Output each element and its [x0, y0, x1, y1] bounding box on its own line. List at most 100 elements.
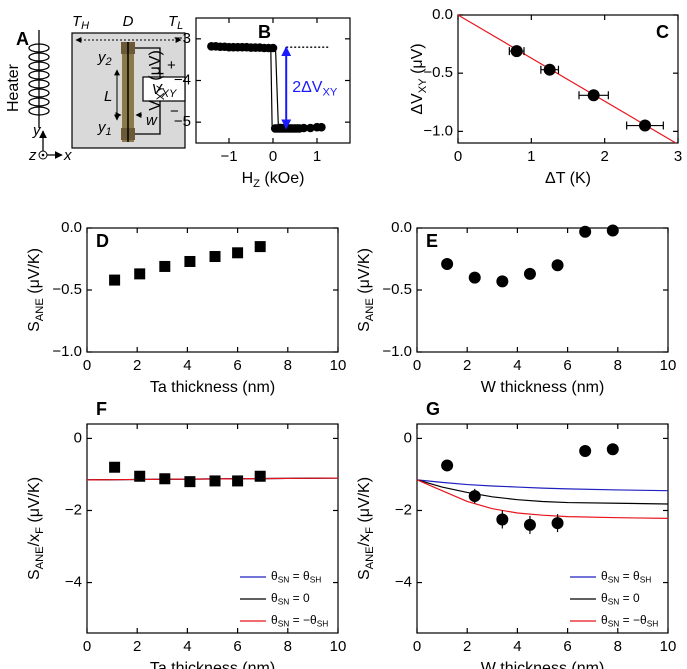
- marker: [159, 473, 171, 485]
- marker: [468, 490, 481, 503]
- label-part: XY: [155, 85, 167, 100]
- x-tick-label: 0: [413, 357, 421, 374]
- label-part: = θ: [619, 569, 640, 583]
- plot-frame: [416, 423, 669, 634]
- x-tick-label: 4: [513, 638, 521, 655]
- label-part: (μV): [409, 43, 426, 78]
- marker: [159, 260, 171, 272]
- label-part: Ta thickness (nm): [150, 379, 275, 396]
- legend-label: θSN = −θSH: [601, 613, 658, 629]
- marker: [317, 122, 326, 132]
- y-tick-label: 0: [404, 429, 412, 446]
- y-tick-label: 0.0: [391, 219, 412, 236]
- label-part: T: [72, 13, 83, 30]
- panel-letter: E: [426, 231, 438, 251]
- marker: [587, 89, 600, 102]
- x-tick-label: 6: [563, 357, 571, 374]
- w-label: w: [146, 112, 158, 129]
- label-part: ANE: [34, 546, 46, 569]
- marker: [184, 476, 196, 488]
- label-part: SH: [317, 619, 329, 629]
- marker: [551, 259, 564, 272]
- marker: [523, 518, 536, 531]
- label-part: y: [97, 119, 107, 136]
- marker: [299, 123, 309, 133]
- x-tick-label: 8: [284, 638, 292, 655]
- label-part: (μV/K): [26, 248, 43, 298]
- line: [416, 479, 669, 505]
- label-part: ΔV: [409, 93, 426, 115]
- marker: [184, 255, 196, 267]
- t-hot: TH: [72, 13, 89, 32]
- label-part: H: [242, 170, 254, 187]
- label-part: /x: [356, 534, 373, 546]
- annotation-label: 2ΔVXY: [292, 79, 338, 99]
- x-tick-label: 0: [83, 638, 91, 655]
- marker: [109, 461, 121, 473]
- label-part: SH: [310, 575, 322, 585]
- line: [416, 479, 669, 492]
- x-tick-label: 0: [413, 638, 421, 655]
- label-part: SH: [640, 575, 652, 585]
- label-part: 2: [105, 56, 112, 68]
- plus: +: [167, 57, 176, 74]
- label-part: = 0: [289, 591, 310, 605]
- label-part: ANE: [34, 298, 46, 321]
- x-tick-label: 1: [313, 148, 321, 165]
- width-label: D: [123, 13, 134, 30]
- label-part: S: [356, 569, 373, 580]
- label-part: ΔT (K): [545, 170, 591, 187]
- marker: [579, 225, 592, 238]
- label-part: S: [356, 321, 373, 332]
- marker: [441, 257, 454, 270]
- marker: [510, 45, 523, 58]
- label-part: (μV/K): [356, 248, 373, 298]
- line: [457, 14, 677, 144]
- marker: [441, 459, 454, 472]
- label-part: T: [168, 13, 179, 30]
- label-part: y: [97, 49, 107, 66]
- label-part: 1: [106, 126, 112, 138]
- x-tick-label: 10: [330, 357, 347, 374]
- marker: [496, 513, 509, 526]
- marker: [306, 123, 315, 133]
- y-axis-label: ΔVXY (μV): [409, 43, 429, 114]
- marker: [232, 475, 244, 487]
- y-tick-label: −4: [395, 574, 412, 591]
- x-tick-label: 0: [83, 357, 91, 374]
- label-part: H: [81, 20, 89, 32]
- y-tick-label: −1.0: [52, 343, 82, 360]
- y-axis-label: SANE/xF (μV/K): [356, 477, 376, 580]
- x-tick-label: 8: [614, 357, 622, 374]
- label-part: SN: [608, 619, 620, 629]
- y-tick-label: 0: [74, 429, 82, 446]
- label-part: ANE: [364, 298, 376, 321]
- marker: [254, 241, 266, 253]
- y-tick-label: −1.0: [382, 343, 412, 360]
- marker: [268, 43, 278, 53]
- label-part: = −θ: [619, 613, 647, 627]
- label-part: XY: [161, 88, 177, 100]
- wire: [135, 47, 161, 77]
- marker: [232, 247, 244, 259]
- legend-label: θSN = 0: [601, 591, 640, 607]
- x-axis-label: HZ (kOe): [242, 170, 305, 190]
- axis-y: y: [32, 122, 42, 139]
- y-tick-label: −1.0: [423, 122, 453, 139]
- panel-letter: F: [96, 399, 107, 419]
- x-axis-label: Ta thickness (nm): [150, 379, 275, 396]
- x-tick-label: 8: [614, 638, 622, 655]
- marker: [523, 267, 536, 280]
- y-tick-label: −2: [65, 501, 82, 518]
- heater-label: Heater: [5, 63, 22, 112]
- x-tick-label: 0: [454, 148, 462, 165]
- label-part: S: [26, 569, 43, 580]
- marker: [496, 275, 509, 288]
- marker: [209, 251, 221, 263]
- y-tick-label: −4: [174, 71, 191, 88]
- label-part: F: [364, 527, 376, 534]
- marker: [134, 268, 146, 280]
- plot-frame: [195, 17, 351, 144]
- legend-label: θSN = θSH: [601, 569, 651, 585]
- label-part: θ: [601, 569, 608, 583]
